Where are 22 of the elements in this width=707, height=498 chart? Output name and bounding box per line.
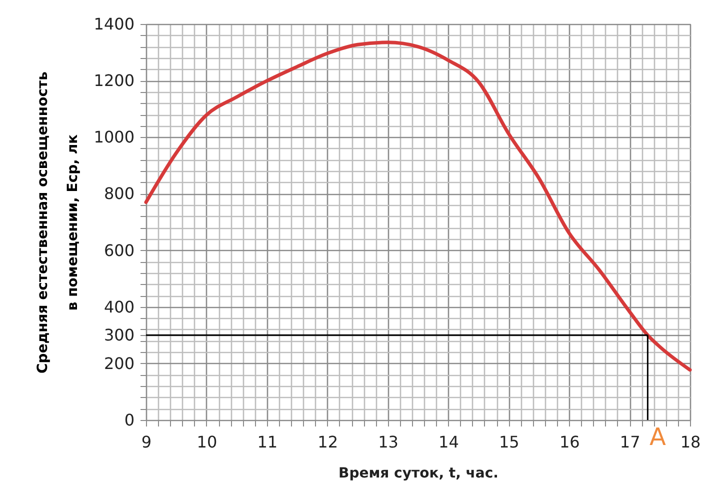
y-axis-title: Средняя естественная освещенность в помещении, Еср, лк [34, 71, 81, 374]
x-tick-label: 15 [498, 432, 520, 452]
y-tick-label: 1400 [94, 14, 134, 34]
y-tick-label: 300 [104, 326, 134, 345]
y-tick-label: 1200 [94, 71, 134, 90]
x-tick-label: 18 [680, 432, 701, 452]
y-tick-label: 400 [104, 297, 134, 316]
x-tick-label: 12 [318, 432, 338, 452]
y-tick-label: 0 [124, 410, 134, 430]
x-tick-label: 9 [141, 432, 152, 452]
x-tick-label: 11 [257, 432, 278, 452]
x-tick-label: 16 [559, 432, 580, 452]
x-tick-label: 17 [620, 432, 640, 452]
y-tick-label: 1000 [94, 128, 134, 147]
annotation: A [649, 423, 666, 451]
x-tick-label: 14 [438, 432, 459, 452]
x-axis-title: Время суток, t, час. [338, 466, 498, 482]
y-tick-label: 200 [104, 354, 134, 373]
x-tick-label: 13 [378, 432, 398, 452]
x-tick-label: 10 [196, 432, 218, 452]
y-tick-label: 800 [104, 184, 134, 204]
y-tick-label: 600 [104, 240, 134, 260]
